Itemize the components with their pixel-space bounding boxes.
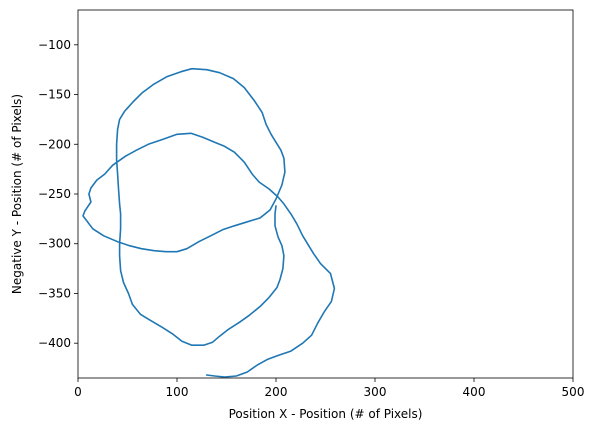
x-tick-label: 200 <box>265 385 288 399</box>
ticks-layer: 0 100 200 300 400 500 −100 −150 −200 −250 −300 −350… <box>38 38 584 399</box>
y-tick-label: −100 <box>38 38 71 52</box>
y-tick-label: −300 <box>38 237 71 251</box>
y-tick-label: −400 <box>38 336 71 350</box>
y-tick-label: −350 <box>38 286 71 300</box>
y-axis-label: Negative Y - Position (# of Pixels) <box>10 94 24 294</box>
y-tick-label: −200 <box>38 137 71 151</box>
x-tick-label: 300 <box>364 385 387 399</box>
x-axis-label: Position X - Position (# of Pixels) <box>229 407 423 421</box>
x-tick-label: 100 <box>166 385 189 399</box>
y-tick-label: −250 <box>38 187 71 201</box>
x-tick-label: 500 <box>562 385 585 399</box>
x-tick-label: 0 <box>74 385 82 399</box>
x-tick-label: 400 <box>463 385 486 399</box>
y-tick-label: −150 <box>38 88 71 102</box>
series-line <box>82 67 336 378</box>
plot-frame <box>77 9 574 379</box>
series-layer <box>82 67 336 378</box>
